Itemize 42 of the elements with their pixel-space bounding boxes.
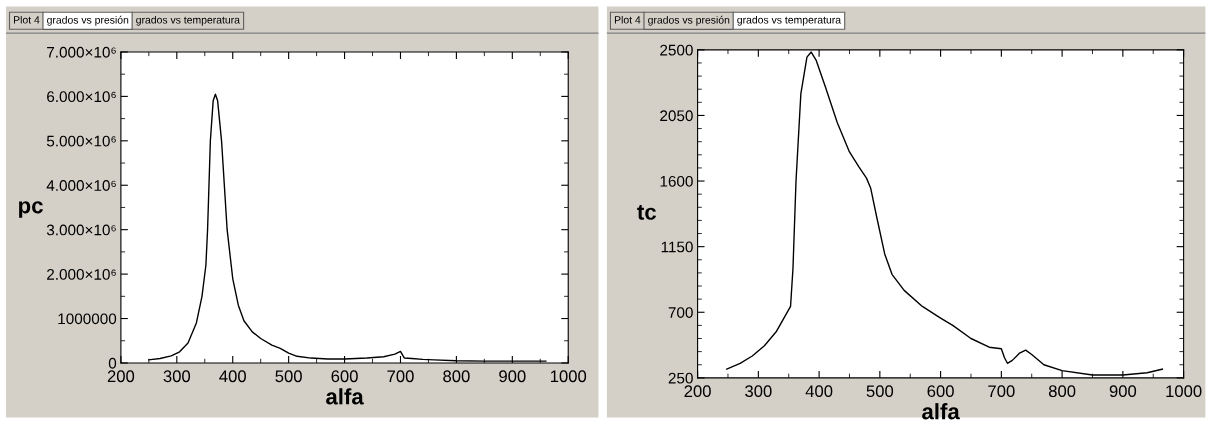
x-tick-label: 1000	[550, 370, 587, 383]
y-tick-label: 1150	[661, 241, 693, 253]
y-tick-label: 0	[108, 357, 117, 369]
x-tick-label: 600	[927, 385, 954, 398]
x-axis-title: alfa	[922, 403, 960, 420]
x-tick-label: 800	[1048, 385, 1076, 398]
x-tick-label: 300	[163, 370, 191, 383]
x-tick-label: 700	[387, 370, 414, 383]
x-tick-label: 200	[107, 370, 135, 383]
x-tick-label: 800	[443, 370, 470, 383]
text: grados vs temperatura	[136, 15, 240, 26]
y-tick-label: 6.000×10⁶	[47, 91, 116, 103]
y-tick-label: 250	[668, 372, 693, 384]
y-axis-title: tc	[637, 205, 657, 220]
x-tick-label: 200	[684, 385, 711, 398]
x-tick-label: 700	[988, 385, 1015, 398]
y-tick-label: 3.000×10⁶	[46, 224, 116, 236]
text: grados vs presión	[648, 15, 730, 26]
x-tick-label: 900	[1109, 385, 1137, 398]
y-tick-label: 5.000×10⁶	[46, 135, 116, 147]
x-tick-label: 900	[499, 370, 526, 383]
x-tick-label: 300	[745, 385, 772, 398]
x-tick-label: 600	[331, 370, 358, 383]
y-tick-label: 2.000×10⁶	[47, 268, 116, 280]
text: grados vs presión	[47, 15, 129, 26]
y-tick-label: 700	[668, 307, 693, 318]
x-tick-label: 500	[275, 370, 302, 383]
y-tick-label: 2500	[660, 44, 693, 56]
y-tick-label: 7.000×10⁶	[47, 46, 116, 58]
x-tick-label: 400	[219, 370, 246, 383]
text: grados vs temperatura	[737, 15, 842, 26]
x-axis-title: alfa	[326, 388, 364, 405]
x-tick-label: 500	[866, 385, 894, 398]
y-tick-label: 1600	[660, 175, 693, 187]
y-tick-label: 2050	[660, 110, 693, 122]
x-tick-label: 1000	[1166, 385, 1202, 398]
text: Plot 4	[14, 15, 40, 24]
y-tick-label: 1000000	[58, 313, 117, 325]
x-tick-label: 400	[805, 385, 833, 398]
y-axis-title: pc	[19, 201, 43, 218]
y-tick-label: 4.000×10⁶	[46, 180, 116, 191]
text: Plot 4	[614, 15, 641, 24]
